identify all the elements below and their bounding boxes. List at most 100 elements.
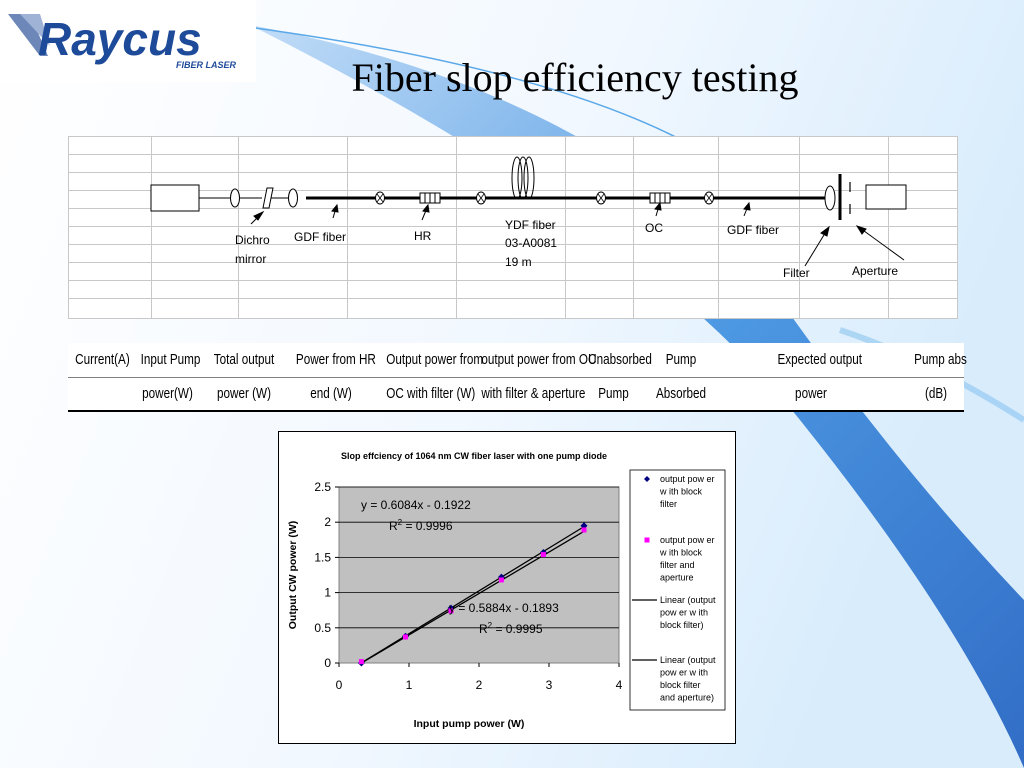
r-squared-1: R2 = 0.9996 bbox=[389, 518, 453, 533]
col-input-pump-2: power(W) bbox=[140, 377, 195, 412]
col-unabsorbed: Unabsorbed bbox=[588, 343, 652, 378]
slope-efficiency-chart: Slop effciency of 1064 nm CW fiber laser… bbox=[278, 431, 736, 744]
col-power-hr: Power from HR bbox=[295, 343, 376, 378]
label-ydf-length: 19 m bbox=[505, 255, 532, 269]
legend-entry-text: and aperture) bbox=[660, 693, 714, 703]
lens-1 bbox=[230, 188, 240, 208]
logo-subtitle: FIBER LASER bbox=[176, 60, 237, 70]
trendline-1 bbox=[361, 526, 585, 664]
y-tick-label: 2 bbox=[324, 515, 331, 529]
legend-entry-text: pow er w ith bbox=[660, 608, 708, 618]
dichroic-mirror bbox=[262, 187, 274, 209]
col-total-output: Total output bbox=[211, 343, 277, 378]
label-gdf-fiber-1: GDF fiber bbox=[294, 230, 347, 244]
x-tick-label: 0 bbox=[336, 678, 343, 692]
legend-entry-text: block filter bbox=[660, 680, 701, 690]
r-squared-2: R2 = 0.9995 bbox=[479, 621, 543, 636]
col-total-output-2: power (W) bbox=[211, 377, 277, 412]
y-tick-label: 2.5 bbox=[314, 480, 331, 494]
col-output-oc-aperture-2: with filter & aperture bbox=[481, 377, 585, 412]
col-blank-2-2 bbox=[859, 377, 903, 412]
label-hr: HR bbox=[414, 229, 432, 243]
table-header-row-2: power(W) power (W) end (W) OC with filte… bbox=[68, 377, 964, 412]
data-point-aperture bbox=[448, 608, 454, 614]
trend-equation-1: y = 0.6084x - 0.1922 bbox=[361, 498, 471, 512]
trendline-2 bbox=[361, 530, 585, 664]
col-current: Current(A) bbox=[75, 343, 130, 378]
hr-grating bbox=[419, 192, 441, 204]
legend-entry-text: w ith block bbox=[659, 487, 703, 497]
legend-entry-text: aperture bbox=[660, 573, 694, 583]
x-tick-label: 2 bbox=[476, 678, 483, 692]
col-power-hr-2: end (W) bbox=[295, 377, 367, 412]
y-tick-label: 0 bbox=[324, 656, 331, 670]
col-expected-output: Expected output bbox=[777, 343, 862, 378]
legend-entry-text: pow er w ith bbox=[660, 668, 708, 678]
page-title: Fiber slop efficiency testing bbox=[351, 55, 799, 100]
col-output-oc-filter-2: OC with filter (W) bbox=[386, 377, 475, 412]
legend-marker-filter bbox=[644, 476, 650, 482]
legend-entry-text: filter bbox=[660, 499, 677, 509]
chart-title: Slop effciency of 1064 nm CW fiber laser… bbox=[341, 451, 607, 461]
chart-svg: Slop effciency of 1064 nm CW fiber laser… bbox=[287, 451, 726, 730]
y-tick-label: 1 bbox=[324, 586, 331, 600]
label-ydf-id: 03-A0081 bbox=[505, 236, 558, 250]
col-unabsorbed-2: Pump bbox=[588, 377, 639, 412]
y-tick-label: 1.5 bbox=[314, 550, 331, 564]
data-point-filter bbox=[447, 604, 455, 612]
plot-area bbox=[338, 486, 620, 664]
data-point-aperture bbox=[403, 634, 408, 640]
data-point-aperture bbox=[498, 577, 504, 583]
logo-wordmark: Raycus bbox=[38, 13, 202, 65]
label-gdf-fiber-2: GDF fiber bbox=[727, 223, 780, 237]
data-point-aperture bbox=[581, 527, 587, 533]
col-current-2 bbox=[75, 377, 126, 412]
oc-grating bbox=[649, 192, 671, 204]
data-point-aperture bbox=[540, 552, 546, 558]
table-header-row-1: Current(A) Input Pump Total output Power… bbox=[68, 343, 967, 378]
col-pump-absorbed-2: Absorbed bbox=[653, 377, 709, 412]
label-aperture: Aperture bbox=[852, 264, 899, 278]
col-blank-1-2 bbox=[721, 377, 763, 412]
lens-2 bbox=[288, 188, 298, 208]
setup-grid bbox=[68, 136, 958, 319]
legend-entry-text: block filter) bbox=[660, 620, 704, 630]
x-axis-label: Input pump power (W) bbox=[414, 718, 525, 730]
raycus-logo: Raycus FIBER LASER bbox=[0, 0, 256, 82]
x-tick-label: 1 bbox=[406, 678, 413, 692]
x-tick-label: 3 bbox=[546, 678, 553, 692]
legend-box bbox=[629, 469, 726, 711]
y-tick-label: 0.5 bbox=[314, 621, 331, 635]
legend-entry-text: w ith block bbox=[659, 548, 703, 558]
y-axis-label: Output CW power (W) bbox=[287, 521, 299, 629]
parameter-table: Current(A) Input Pump Total output Power… bbox=[68, 343, 967, 412]
label-mirror: mirror bbox=[235, 252, 267, 266]
x-tick-label: 4 bbox=[616, 678, 623, 692]
col-output-oc-aperture: output power from OC bbox=[481, 343, 596, 378]
label-oc: OC bbox=[645, 221, 663, 235]
legend-entry-text: output pow er bbox=[660, 474, 715, 484]
col-pump-abs: Pump abs bbox=[914, 343, 967, 378]
col-input-pump: Input Pump bbox=[140, 343, 200, 378]
legend-entry-text: Linear (output bbox=[660, 595, 716, 605]
power-meter-box bbox=[865, 184, 907, 210]
trend-equation-2: y = 0.5884x - 0.1893 bbox=[449, 601, 559, 615]
col-pump-abs-2: (dB) bbox=[914, 377, 958, 412]
col-expected-output-2: power bbox=[777, 377, 845, 412]
label-dichro: Dichro bbox=[235, 233, 270, 247]
label-ydf-fiber: YDF fiber bbox=[505, 218, 556, 232]
col-blank-2 bbox=[859, 343, 903, 378]
ydf-fiber-coil bbox=[511, 156, 535, 200]
pump-laser-box bbox=[150, 184, 200, 212]
legend-entry-text: Linear (output bbox=[660, 655, 716, 665]
col-output-oc-filter: Output power from bbox=[386, 343, 483, 378]
data-point-aperture bbox=[358, 659, 364, 665]
optical-setup-diagram: Dichro mirror GDF fiber HR YDF fiber 03-… bbox=[68, 136, 958, 319]
col-blank-1 bbox=[721, 343, 763, 378]
legend-entry-text: filter and bbox=[660, 560, 695, 570]
legend-entry-text: output pow er bbox=[660, 535, 715, 545]
output-lens bbox=[824, 185, 836, 211]
legend-marker-aperture bbox=[644, 537, 650, 543]
col-pump-absorbed: Pump bbox=[653, 343, 709, 378]
label-filter: Filter bbox=[783, 266, 810, 280]
